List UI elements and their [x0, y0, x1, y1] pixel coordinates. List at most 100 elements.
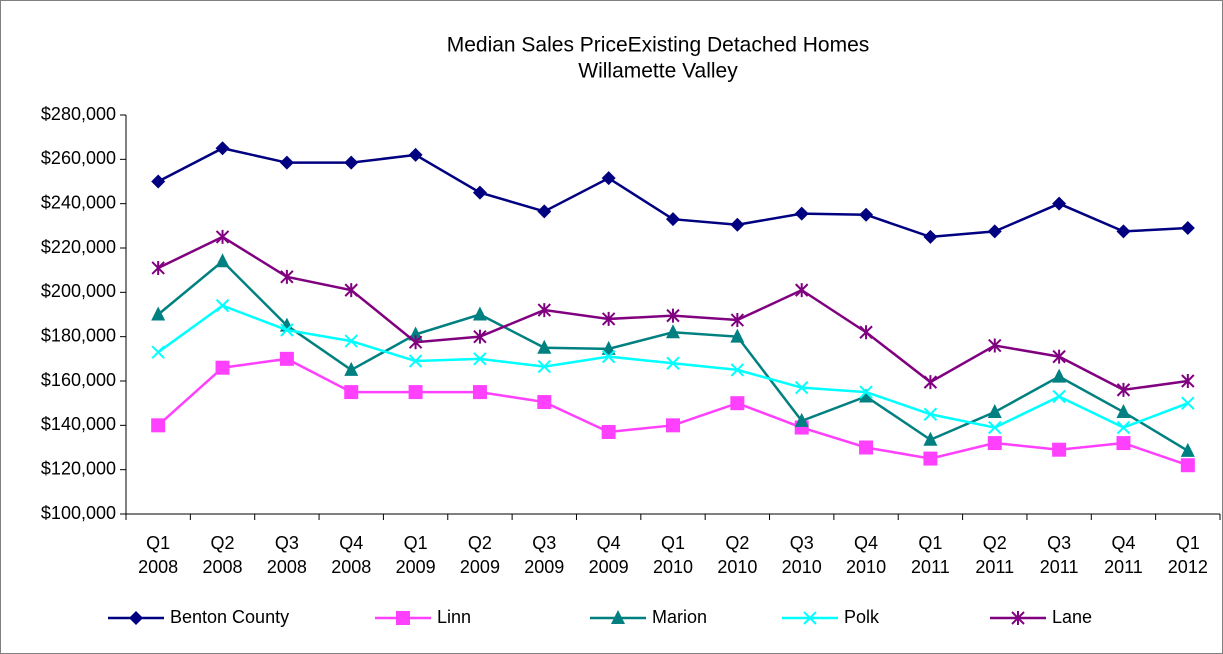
marker [1116, 420, 1131, 435]
marker [215, 298, 230, 313]
x-tick-label: Q2 [468, 533, 492, 553]
marker [344, 155, 359, 170]
marker [666, 418, 680, 433]
x-tick-label: Q3 [532, 533, 556, 553]
x-tick-label: 2010 [653, 557, 693, 577]
marker [280, 269, 294, 284]
marker [537, 303, 552, 318]
x-tick-label: Q4 [597, 533, 621, 553]
marker [859, 440, 874, 455]
marker [129, 611, 143, 625]
marker [1181, 374, 1195, 388]
x-tick-label: 2012 [1168, 557, 1208, 577]
marker [344, 361, 359, 376]
marker [472, 185, 487, 200]
marker [1052, 349, 1066, 364]
x-tick-label: Q3 [1047, 533, 1071, 553]
x-tick-label: Q1 [661, 533, 685, 553]
y-tick-label: $120,000 [41, 458, 116, 478]
x-tick-label: Q2 [725, 533, 749, 553]
x-tick-label: 2010 [717, 557, 757, 577]
x-tick-label: 2010 [782, 557, 822, 577]
marker [1116, 404, 1131, 419]
marker [923, 431, 938, 446]
marker [537, 204, 552, 219]
marker [1052, 368, 1067, 383]
marker [987, 224, 1002, 239]
legend-item: Benton County [108, 607, 289, 627]
marker [601, 311, 616, 326]
marker [215, 229, 230, 244]
x-tick-label: Q1 [404, 533, 428, 553]
marker [344, 385, 359, 400]
marker [794, 283, 809, 298]
marker [1052, 389, 1066, 404]
marker [859, 207, 874, 222]
marker [859, 325, 873, 340]
y-tick-label: $260,000 [41, 148, 116, 168]
legend-item: Polk [782, 607, 880, 627]
marker [151, 174, 166, 189]
marker [794, 206, 809, 221]
marker [473, 352, 487, 366]
marker [151, 345, 165, 359]
x-tick-label: Q1 [1176, 533, 1200, 553]
x-tick-label: 2008 [267, 557, 307, 577]
marker [730, 217, 745, 232]
marker [215, 253, 230, 268]
legend-label: Marion [652, 607, 707, 627]
marker [1116, 224, 1131, 239]
marker [1116, 436, 1131, 451]
x-tick-label: 2011 [1040, 557, 1079, 577]
x-tick-label: 2011 [1104, 557, 1143, 577]
marker [730, 363, 745, 377]
marker [1180, 442, 1195, 457]
marker [537, 339, 552, 354]
x-tick-label: Q1 [918, 533, 942, 553]
marker [988, 338, 1002, 353]
legend-label: Benton County [170, 607, 289, 627]
marker [923, 407, 938, 421]
marker [987, 436, 1002, 451]
marker [279, 155, 294, 170]
marker [923, 375, 938, 390]
chart-title: Median Sales PriceExisting Detached Home… [447, 34, 870, 57]
marker [1116, 382, 1131, 397]
marker [215, 360, 230, 375]
y-tick-label: $100,000 [41, 503, 116, 523]
marker [794, 412, 809, 427]
marker [472, 385, 487, 400]
marker [666, 324, 680, 339]
x-tick-label: 2009 [460, 557, 500, 577]
marker [730, 396, 745, 411]
y-tick-label: $220,000 [41, 237, 116, 257]
marker [730, 328, 745, 343]
marker [859, 388, 874, 403]
x-tick-label: 2008 [138, 557, 178, 577]
marker [794, 380, 809, 395]
marker [408, 147, 423, 162]
marker [408, 335, 423, 350]
marker [1052, 442, 1067, 457]
marker [537, 395, 552, 410]
y-tick-label: $200,000 [41, 281, 116, 301]
marker [666, 308, 680, 323]
legend-label: Polk [844, 607, 880, 627]
x-tick-label: 2010 [846, 557, 886, 577]
marker [537, 359, 552, 374]
marker [859, 385, 873, 399]
marker [151, 306, 166, 321]
marker [396, 611, 410, 625]
y-tick-label: $240,000 [41, 192, 116, 212]
y-tick-label: $140,000 [41, 414, 116, 434]
y-tick-label: $180,000 [41, 325, 116, 345]
marker [215, 141, 230, 156]
x-tick-label: 2008 [331, 557, 371, 577]
marker [1052, 196, 1067, 211]
marker [923, 229, 938, 244]
x-tick-label: Q3 [790, 533, 814, 553]
legend-label: Linn [437, 607, 471, 627]
legend-item: Marion [590, 607, 707, 627]
x-tick-label: 2009 [396, 557, 436, 577]
